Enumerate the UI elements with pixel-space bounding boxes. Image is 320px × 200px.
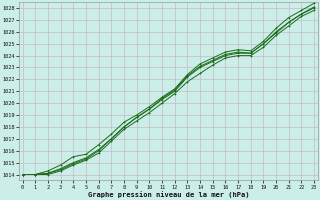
X-axis label: Graphe pression niveau de la mer (hPa): Graphe pression niveau de la mer (hPa) bbox=[88, 191, 249, 198]
